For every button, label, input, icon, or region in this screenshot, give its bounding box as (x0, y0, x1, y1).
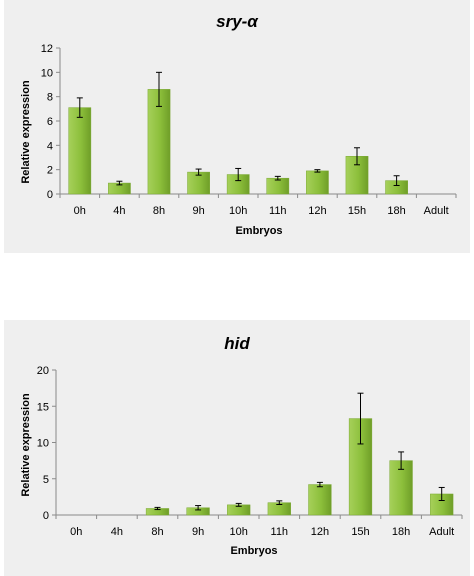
x-tick-label: 0h (70, 526, 82, 538)
x-tick-label: 8h (153, 205, 165, 217)
x-tick-label: 0h (74, 205, 86, 217)
y-axis-label: Relative expression (20, 393, 32, 497)
bar-11h (266, 177, 290, 195)
x-tick-label: 4h (111, 526, 123, 538)
bar-12h (306, 170, 329, 195)
y-tick-label: 8 (47, 92, 53, 104)
x-axis-label: Embryos (230, 545, 277, 557)
x-tick-label: 11h (271, 526, 289, 538)
x-tick-label: Adult (429, 526, 454, 538)
chart-svg-hid: hid 0 5 10 15 20 0h 4h 8h 9h 10h 11h 12h 15h 18h Adult… (20, 334, 463, 557)
y-tick-label: 0 (47, 189, 53, 201)
y-tick-label: 12 (41, 43, 53, 55)
y-tick-label: 20 (37, 365, 49, 377)
y-tick-label: 15 (37, 401, 49, 413)
x-tick-label: 15h (348, 205, 366, 217)
y-tick-label: 0 (43, 510, 49, 522)
x-tick-label: 12h (311, 526, 329, 538)
chart-title: hid (224, 334, 250, 353)
x-tick-label: 9h (192, 205, 204, 217)
chart-title: sry-α (216, 12, 259, 31)
plot-area: 0 5 10 15 20 0h 4h 8h 9h 10h 11h 12h 15h 18h Adult (37, 365, 463, 538)
bar-12h (308, 484, 332, 516)
x-tick-label: 11h (269, 205, 287, 217)
y-tick-label: 6 (47, 116, 53, 128)
x-tick-label: Adult (424, 205, 449, 217)
x-tick-label: 9h (192, 526, 204, 538)
plot-area: 0 2 4 6 8 10 12 0h 4h 8h 9h 10h 11h 12h 15h 18h Adult (41, 43, 457, 217)
x-tick-label: 12h (308, 205, 326, 217)
x-tick-label: 8h (151, 526, 163, 538)
x-tick-label: 18h (392, 526, 410, 538)
chart-panel-hid: hid 0 5 10 15 20 0h 4h 8h 9h 10h 11h 12h 15h 18h Adult… (4, 320, 470, 576)
x-tick-label: 4h (113, 205, 125, 217)
x-tick-label: 18h (387, 205, 405, 217)
x-tick-label: 10h (229, 205, 247, 217)
y-axis-label: Relative expression (20, 80, 32, 184)
y-tick-label: 2 (47, 165, 53, 177)
bar-0h (68, 107, 92, 195)
y-tick-label: 10 (41, 67, 53, 79)
y-tick-label: 4 (47, 140, 53, 152)
x-tick-label: 15h (351, 526, 369, 538)
x-axis-label: Embryos (235, 225, 282, 237)
chart-panel-sry-alpha: sry-α 0 2 4 6 8 10 12 0h 4h 8h 9h 10h 11h 12h 15h 18h Ad… (4, 0, 470, 253)
y-tick-label: 5 (43, 474, 49, 486)
y-tick-label: 10 (37, 438, 49, 450)
chart-svg-sry-alpha: sry-α 0 2 4 6 8 10 12 0h 4h 8h 9h 10h 11h 12h 15h 18h Ad… (20, 12, 457, 237)
x-tick-label: 10h (230, 526, 248, 538)
